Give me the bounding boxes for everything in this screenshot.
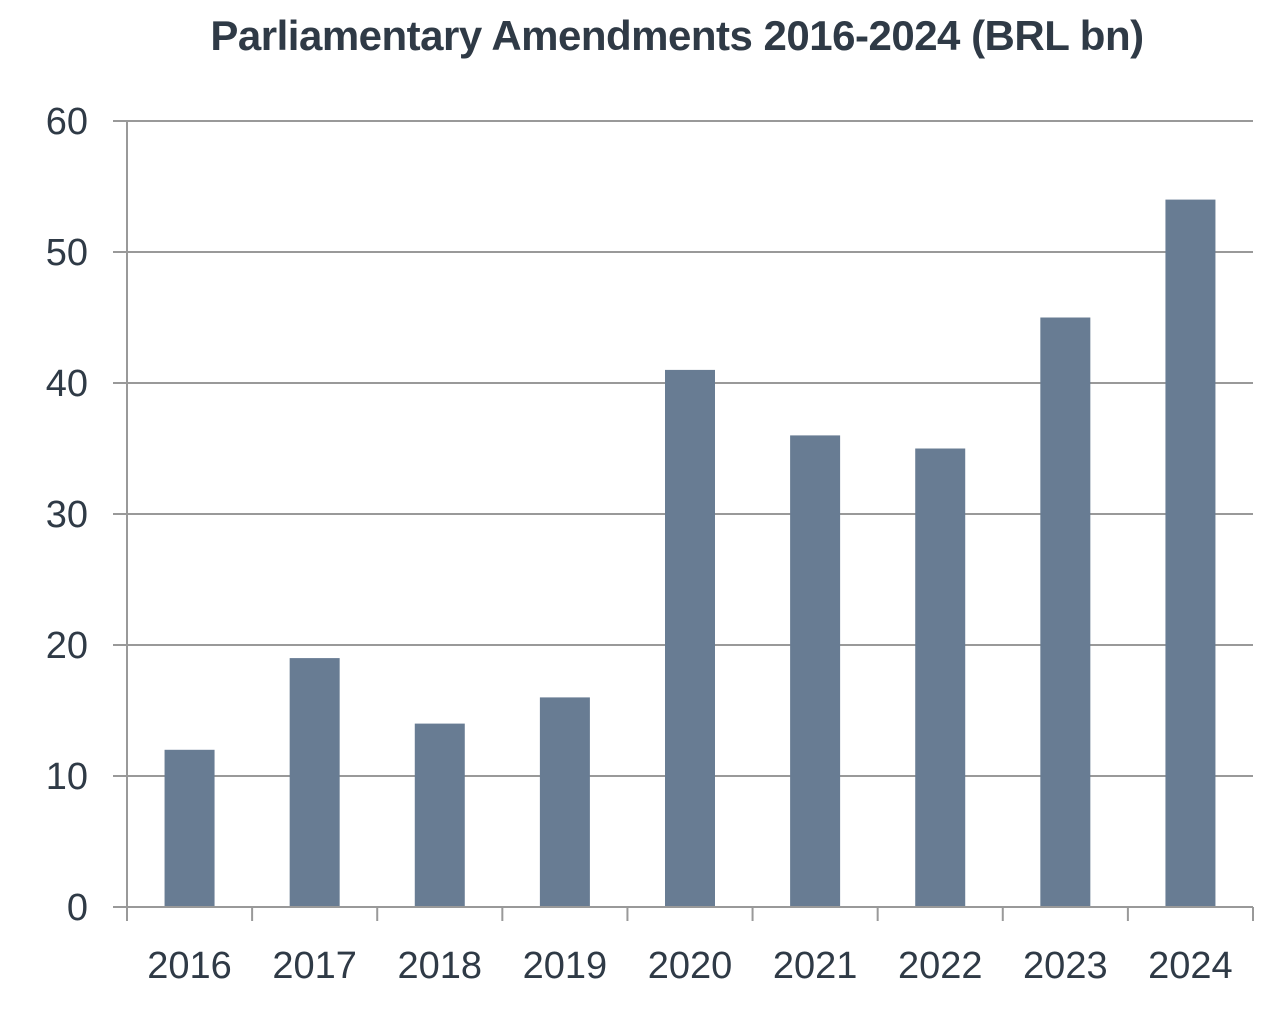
bar: [665, 369, 715, 907]
y-tick-label: 20: [46, 625, 88, 667]
y-tick-label: 30: [46, 494, 88, 536]
bar: [164, 749, 215, 907]
bar: [1165, 199, 1216, 908]
bar: [1040, 317, 1091, 907]
y-tick-label: 50: [46, 232, 88, 274]
x-tick-label: 2021: [773, 945, 858, 987]
x-tick-label: 2017: [272, 945, 357, 987]
bar: [790, 435, 841, 907]
x-tick-label: 2019: [523, 945, 608, 987]
x-tick-label: 2018: [398, 945, 483, 987]
bar: [539, 697, 590, 907]
y-tick-label: 10: [46, 756, 88, 798]
bar: [915, 448, 966, 907]
bar: [289, 658, 340, 907]
chart-title: Parliamentary Amendments 2016-2024 (BRL …: [210, 12, 1144, 59]
x-tick-label: 2023: [1023, 945, 1108, 987]
x-tick-label: 2022: [898, 945, 983, 987]
x-tick-label: 2016: [147, 945, 232, 987]
y-tick-label: 0: [67, 887, 88, 929]
x-tick-label: 2020: [648, 945, 733, 987]
y-tick-label: 60: [46, 101, 88, 143]
bar: [414, 723, 465, 907]
y-tick-label: 40: [46, 363, 88, 405]
x-tick-label: 2024: [1148, 945, 1233, 987]
